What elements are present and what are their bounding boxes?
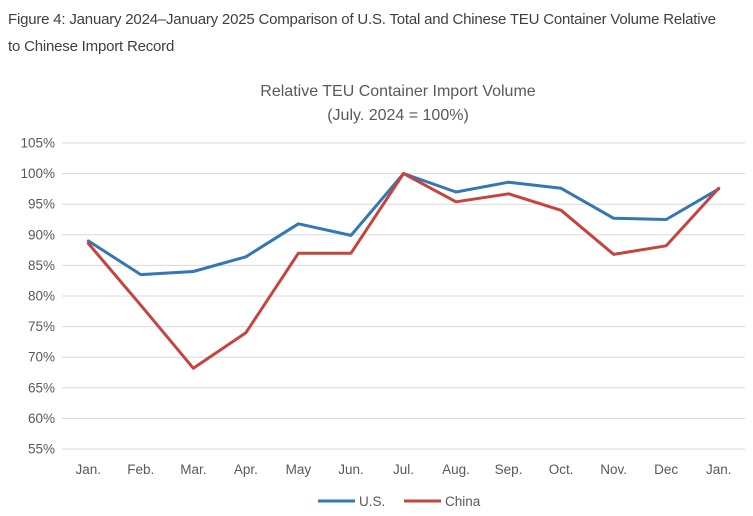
y-axis-tick-label: 70%	[28, 350, 55, 365]
y-axis-tick-label: 95%	[28, 197, 55, 212]
china-legend-label: China	[445, 494, 481, 509]
y-axis-tick-label: 85%	[28, 258, 55, 273]
x-axis-tick-label: Nov.	[600, 462, 627, 477]
y-axis-tick-label: 60%	[28, 411, 55, 426]
x-axis-tick-label: Jan.	[706, 462, 732, 477]
chart-subtitle: (July. 2024 = 100%)	[327, 107, 469, 124]
x-axis-tick-label: Mar.	[180, 462, 206, 477]
x-axis-tick-label: Jun.	[338, 462, 364, 477]
chart-title: Relative TEU Container Import Volume	[260, 83, 535, 100]
plot-area: 55% 60% 65% 70% 75% 80% 85% 90% 95% 100% 105% Jan. F…	[20, 136, 745, 509]
x-axis-tick-label: Jul.	[393, 462, 414, 477]
x-axis-tick-label: Apr.	[234, 462, 258, 477]
us-series-line	[86, 172, 721, 277]
us-legend-label: U.S.	[359, 494, 385, 509]
y-axis-tick-label: 55%	[28, 442, 55, 457]
figure-caption: Figure 4: January 2024–January 2025 Comp…	[8, 11, 716, 55]
y-axis-tick-label: 105%	[20, 136, 55, 151]
x-axis-tick-label: Jan.	[76, 462, 102, 477]
x-axis-tick-label: Aug.	[442, 462, 470, 477]
china-series-line	[86, 172, 721, 370]
y-axis-tick-label: 65%	[28, 380, 55, 395]
x-axis-tick-label: Oct.	[549, 462, 574, 477]
y-axis-tick-label: 100%	[20, 166, 55, 181]
y-axis-tick-label: 75%	[28, 319, 55, 334]
x-axis-tick-label: May	[286, 462, 312, 477]
y-axis-tick-label: 90%	[28, 227, 55, 242]
x-axis-tick-label: Feb.	[127, 462, 154, 477]
x-axis-tick-label: Dec	[654, 462, 678, 477]
y-axis-tick-label: 80%	[28, 289, 55, 304]
x-axis-tick-label: Sep.	[495, 462, 523, 477]
